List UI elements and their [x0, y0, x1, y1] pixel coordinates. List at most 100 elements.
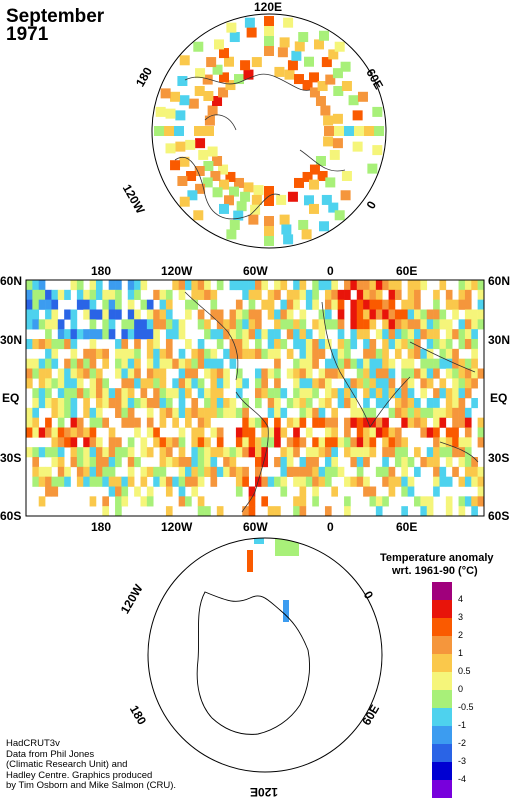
anomaly-cell	[242, 339, 249, 350]
anomaly-cell	[32, 407, 40, 418]
anomaly-cell	[414, 348, 421, 359]
anomaly-cell	[95, 309, 103, 320]
anomaly-cell	[32, 299, 40, 310]
anomaly-cell	[414, 339, 421, 350]
anomaly-cell	[439, 309, 447, 320]
anomaly-cell	[458, 417, 466, 428]
anomaly-cell	[121, 398, 129, 409]
anomaly-cell	[45, 427, 52, 438]
anomaly-cell	[76, 289, 84, 300]
anomaly-cell	[178, 388, 186, 399]
anomaly-cell	[134, 368, 141, 379]
anomaly-cell	[414, 319, 421, 330]
anomaly-cell	[83, 368, 90, 379]
anomaly-cell	[70, 437, 78, 448]
anomaly-cell	[165, 388, 173, 399]
anomaly-cell	[242, 427, 249, 438]
anomaly-cell	[426, 348, 434, 359]
anomaly-cell	[274, 66, 285, 77]
anomaly-cell	[102, 378, 109, 389]
anomaly-cell	[471, 476, 478, 487]
anomaly-cell	[197, 476, 205, 487]
anomaly-cell	[153, 358, 160, 369]
anomaly-cell	[146, 329, 154, 340]
anomaly-cell	[388, 427, 396, 438]
anomaly-cell	[45, 299, 52, 310]
anomaly-cell	[356, 378, 364, 389]
anomaly-cell	[332, 68, 343, 79]
anomaly-cell	[274, 309, 281, 320]
anomaly-cell	[458, 496, 466, 507]
anomaly-cell	[407, 339, 415, 350]
anomaly-cell	[439, 339, 447, 350]
anomaly-cell	[298, 219, 309, 230]
anomaly-cell	[356, 358, 364, 369]
legend-title-line2: wrt. 1961-90 (°C)	[392, 565, 478, 577]
anomaly-cell	[318, 447, 326, 458]
anomaly-cell	[280, 339, 288, 350]
anomaly-cell	[261, 378, 269, 389]
anomaly-cell	[255, 280, 262, 291]
anomaly-cell	[115, 506, 122, 517]
anomaly-cell	[426, 407, 434, 418]
anomaly-cell	[394, 329, 402, 340]
anomaly-cell	[464, 319, 472, 330]
anomaly-cell	[394, 339, 402, 350]
anomaly-cell	[369, 339, 377, 350]
anomaly-cell	[312, 437, 319, 448]
anomaly-cell	[471, 378, 478, 389]
anomaly-cell	[305, 329, 313, 340]
anomaly-cell	[242, 407, 249, 418]
anomaly-cell	[426, 457, 434, 468]
legend-swatch	[432, 690, 452, 708]
anomaly-cell	[115, 437, 122, 448]
anomaly-cell	[191, 466, 199, 477]
anomaly-cell	[229, 329, 237, 340]
anomaly-cell	[375, 398, 383, 409]
anomaly-cell	[253, 185, 264, 196]
anomaly-cell	[235, 299, 243, 310]
anomaly-cell	[305, 299, 313, 310]
main-lon-top-60e: 60E	[396, 264, 418, 278]
anomaly-cell	[210, 299, 218, 310]
anomaly-cell	[255, 289, 262, 300]
anomaly-cell	[83, 457, 90, 468]
anomaly-cell	[229, 319, 237, 330]
anomaly-cell	[357, 91, 368, 102]
anomaly-cell	[304, 195, 314, 206]
anomaly-cell	[159, 407, 167, 418]
anomaly-cell	[26, 378, 33, 389]
anomaly-cell	[248, 447, 256, 458]
anomaly-cell	[471, 280, 478, 291]
anomaly-cell	[283, 600, 289, 622]
anomaly-cell	[312, 358, 319, 369]
legend-level-label: -0.5	[458, 702, 474, 712]
anomaly-cell	[299, 339, 307, 350]
anomaly-cell	[188, 98, 199, 109]
anomaly-cell	[108, 437, 116, 448]
anomaly-cell	[331, 348, 338, 359]
anomaly-cell	[177, 176, 188, 186]
anomaly-cell	[477, 280, 485, 291]
anomaly-cell	[70, 280, 78, 291]
anomaly-cell	[185, 280, 192, 291]
anomaly-cell	[471, 398, 478, 409]
anomaly-cell	[64, 329, 71, 340]
anomaly-cell	[140, 466, 148, 477]
anomaly-cell	[363, 329, 370, 340]
anomaly-cell	[350, 329, 358, 340]
title-year: 1971	[6, 24, 49, 45]
anomaly-cell	[229, 457, 237, 468]
anomaly-cell	[108, 319, 116, 330]
anomaly-cell	[197, 348, 205, 359]
anomaly-cell	[153, 476, 160, 487]
anomaly-cell	[216, 466, 224, 477]
anomaly-cell	[287, 60, 298, 71]
anomaly-cell	[216, 368, 224, 379]
anomaly-cell	[414, 417, 421, 428]
anomaly-cell	[255, 388, 262, 399]
anomaly-cell	[159, 466, 167, 477]
anomaly-cell	[45, 309, 52, 320]
main-lon-bottom-60w: 60W	[243, 520, 268, 534]
anomaly-cell	[89, 280, 97, 291]
